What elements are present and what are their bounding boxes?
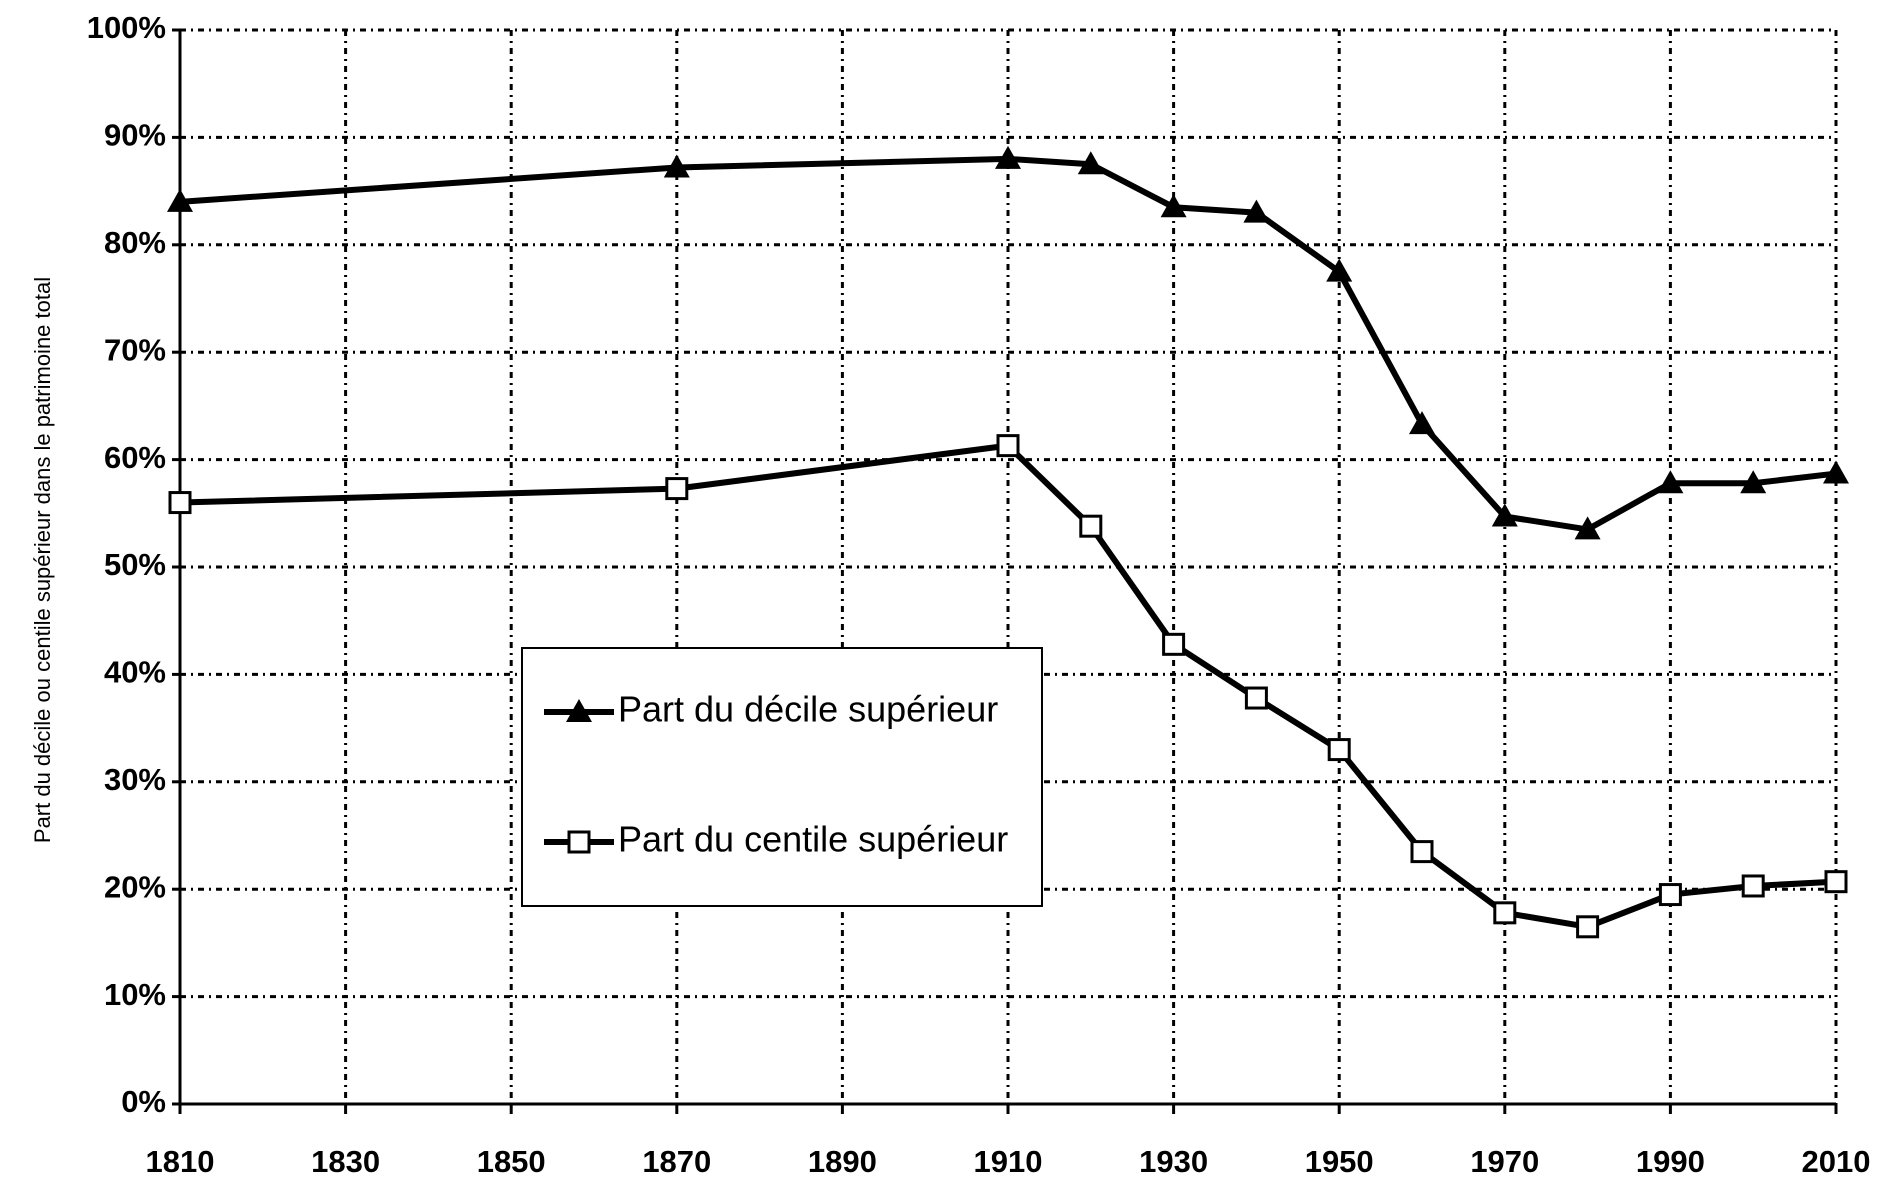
marker	[1160, 194, 1187, 218]
marker	[1079, 514, 1103, 538]
y-tick-label: 100%	[87, 10, 166, 45]
marker	[1409, 411, 1435, 435]
marker	[1410, 840, 1434, 864]
legend-label: Part du décile supérieur	[618, 689, 998, 730]
x-tick-label: 1990	[1636, 1144, 1705, 1179]
x-tick-label: 1810	[146, 1144, 215, 1179]
marker	[1823, 460, 1849, 484]
marker	[1077, 151, 1104, 175]
marker	[1576, 915, 1600, 939]
marker	[1658, 883, 1682, 907]
y-tick-label: 70%	[104, 332, 166, 367]
marker	[1493, 901, 1517, 925]
marker	[665, 477, 689, 501]
y-tick-label: 0%	[121, 1084, 166, 1119]
marker	[1574, 516, 1601, 540]
x-tick-label: 1830	[311, 1144, 380, 1179]
marker	[996, 434, 1020, 458]
marker	[567, 830, 591, 854]
marker	[1491, 503, 1518, 527]
marker	[1243, 199, 1270, 223]
x-tick-label: 1970	[1470, 1144, 1539, 1179]
x-tick-label: 1870	[642, 1144, 711, 1179]
x-tick-label: 1890	[808, 1144, 877, 1179]
y-tick-label: 30%	[104, 762, 166, 797]
x-tick-label: 1930	[1139, 1144, 1208, 1179]
marker	[566, 699, 592, 722]
marker	[1657, 470, 1684, 494]
x-tick-label: 1850	[477, 1144, 546, 1179]
marker	[167, 188, 193, 212]
marker	[1740, 470, 1767, 494]
x-tick-label: 1910	[974, 1144, 1043, 1179]
y-tick-label: 20%	[104, 869, 166, 904]
marker	[1741, 874, 1765, 898]
legend-label: Part du centile supérieur	[618, 819, 1008, 860]
marker	[1162, 632, 1186, 656]
legend	[521, 647, 1043, 907]
y-axis-label: Part du décile ou centile supérieur dans…	[30, 277, 55, 843]
marker	[1244, 686, 1268, 710]
marker	[1327, 738, 1351, 762]
x-tick-label: 1950	[1305, 1144, 1374, 1179]
marker	[168, 491, 192, 515]
y-tick-label: 90%	[104, 118, 166, 153]
y-tick-label: 10%	[104, 977, 166, 1012]
marker	[1326, 258, 1353, 282]
y-tick-label: 60%	[104, 440, 166, 475]
y-tick-label: 40%	[104, 655, 166, 690]
y-tick-label: 80%	[104, 225, 166, 260]
marker	[995, 145, 1021, 169]
marker	[663, 154, 690, 178]
y-tick-label: 50%	[104, 547, 166, 582]
x-tick-label: 2010	[1802, 1144, 1871, 1179]
marker	[1824, 870, 1848, 894]
